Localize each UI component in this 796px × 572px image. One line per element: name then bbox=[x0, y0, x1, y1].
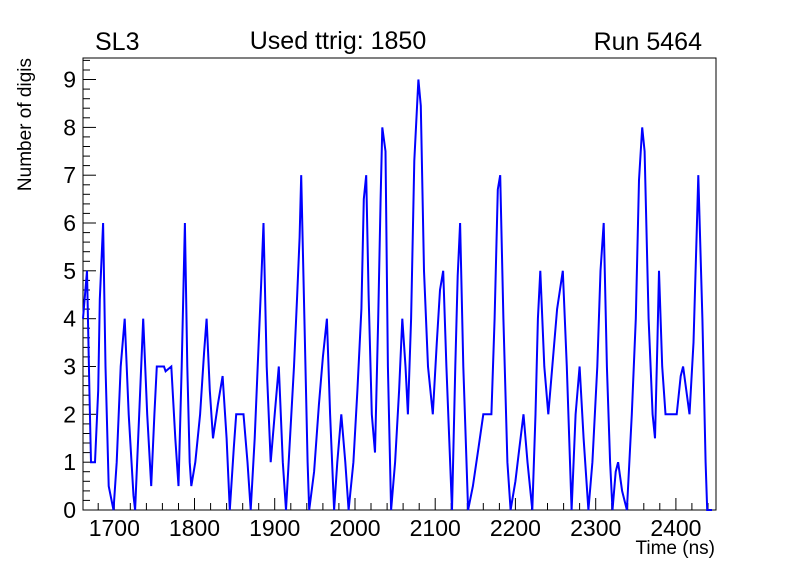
x-tick-label: 2100 bbox=[410, 515, 461, 541]
x-tick-label: 1900 bbox=[249, 515, 300, 541]
plot-generated-content: 1700 1800 1900 2000 2100 2200 2300 2400 0 1 2 3 4 5 6 7… bbox=[63, 57, 717, 541]
x-tick-label: 2200 bbox=[490, 515, 541, 541]
y-tick-label: 5 bbox=[63, 258, 76, 284]
plot-frame bbox=[82, 57, 717, 511]
data-line bbox=[82, 79, 712, 511]
y-tick-label: 3 bbox=[63, 354, 76, 380]
y-tick-label: 2 bbox=[63, 401, 76, 427]
y-tick-label: 9 bbox=[63, 67, 76, 93]
pad-title-right: Run 5464 bbox=[594, 28, 703, 56]
y-tick-label: 4 bbox=[63, 306, 76, 332]
x-tick-label: 2000 bbox=[329, 515, 380, 541]
x-tick-label: 2400 bbox=[650, 515, 701, 541]
x-tick-label: 1700 bbox=[89, 515, 140, 541]
x-tick-label: 2300 bbox=[570, 515, 621, 541]
y-axis-title: Number of digis bbox=[15, 58, 36, 191]
y-tick-label: 8 bbox=[63, 114, 76, 140]
y-tick-label: 7 bbox=[63, 162, 76, 188]
pad-title-left: SL3 bbox=[95, 28, 139, 56]
x-axis-title: Time (ns) bbox=[635, 538, 715, 559]
pad-title-center: Used ttrig: 1850 bbox=[250, 27, 427, 55]
y-tick-label: 0 bbox=[63, 497, 76, 523]
x-tick-label: 1800 bbox=[169, 515, 220, 541]
y-tick-label: 1 bbox=[63, 449, 76, 475]
y-tick-label: 6 bbox=[63, 210, 76, 236]
